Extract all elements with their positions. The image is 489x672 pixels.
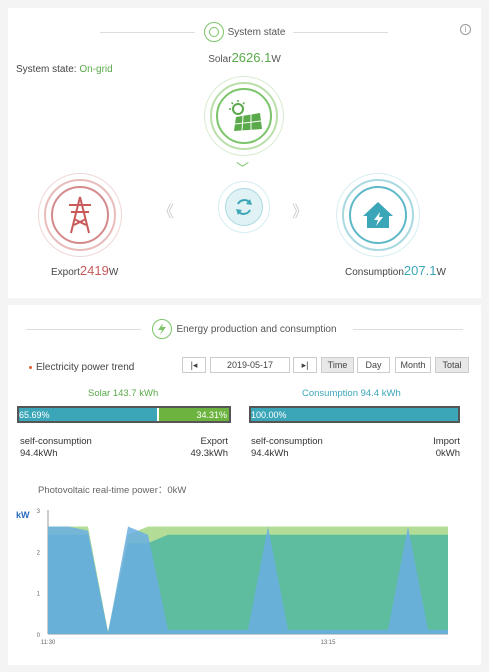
chevron-down-icon: ﹀ [236, 161, 250, 176]
solar-value: 2626.1 [231, 50, 272, 65]
solar-self-value: 94.4kWh [20, 448, 58, 459]
pv-chart-title: Photovoltaic real-time power：0kW [38, 485, 187, 496]
date-next-button[interactable]: ▸| [293, 357, 317, 373]
system-state-panel: System state i System state: On-grid Sol… [8, 8, 481, 298]
solar-total-title: Solar 143.7 kWh [88, 388, 159, 399]
solar-panel-icon [216, 88, 272, 144]
info-icon[interactable]: i [460, 24, 471, 35]
y-tick-label: 0 [37, 633, 41, 639]
consumption-value: 207.1 [403, 263, 437, 278]
state-value: On-grid [79, 64, 113, 75]
date-field[interactable]: 2019-05-17 [210, 357, 290, 373]
y-axis-label: kW [16, 510, 30, 520]
tab-month[interactable]: Month [395, 357, 431, 373]
solar-self-consumption: self-consumption 94.4kWh [20, 436, 92, 460]
cons-self-value: 94.4kWh [251, 448, 289, 459]
x-tick-label: 13:15 [320, 640, 336, 646]
system-state-header: System state [8, 22, 481, 42]
y-tick-label: 2 [37, 550, 41, 556]
divider-left [26, 329, 141, 330]
system-state-status: System state: On-grid [16, 64, 113, 75]
consumption-self-pct: 100.00% [251, 409, 287, 420]
trend-bullet [29, 366, 32, 369]
solar-node[interactable] [204, 76, 284, 156]
y-tick-label: 1 [37, 592, 41, 598]
consumption-total-title: Consumption 94.4 kWh [302, 388, 401, 399]
solar-label: Solar [208, 54, 232, 65]
state-label: System state: [16, 64, 77, 75]
tab-total[interactable]: Total [435, 357, 469, 373]
cons-import-label: Import [433, 436, 460, 447]
section-title: Energy production and consumption [176, 323, 337, 335]
cons-import: Import 0kWh [408, 436, 460, 460]
solar-self-label: self-consumption [20, 436, 92, 447]
divider-right [353, 329, 463, 330]
x-tick-label: 11:30 [41, 640, 56, 646]
solar-export-pct: 34.31% [196, 409, 227, 420]
cons-self-consumption: self-consumption 94.4kWh [251, 436, 323, 460]
energy-header: Energy production and consumption [8, 319, 481, 339]
chevron-right-icon[interactable]: 》 [292, 204, 309, 221]
system-state-icon [203, 22, 224, 42]
solar-power-label: Solar2626.1W [8, 50, 481, 65]
pv-power-chart: 0 1 2 3 11:30 13:15 [37, 509, 448, 646]
export-unit: W [108, 267, 119, 278]
cons-self-label: self-consumption [251, 436, 323, 447]
chevron-left-icon[interactable]: 《 [158, 204, 175, 221]
solar-self-pct: 65.69% [19, 409, 50, 420]
export-value: 2419 [79, 263, 109, 278]
house-icon [349, 186, 407, 244]
series-area [48, 534, 448, 634]
divider-right [293, 32, 388, 33]
export-node[interactable] [38, 173, 122, 257]
consumption-caption: Consumption207.1W [345, 263, 446, 278]
grid-exchange-node [218, 181, 270, 233]
tab-time[interactable]: Time [321, 357, 354, 373]
solar-self-segment: 65.69% [19, 408, 157, 421]
solar-export-segment: 34.31% [156, 408, 229, 421]
export-caption: Export2419W [51, 263, 118, 278]
solar-distribution-bar: 65.69% 34.31% [17, 406, 231, 423]
energy-panel: Energy production and consumption Electr… [8, 305, 481, 665]
y-tick-label: 3 [37, 509, 41, 515]
solar-export-value: 49.3kWh [190, 448, 229, 459]
tab-day[interactable]: Day [357, 357, 390, 373]
consumption-node[interactable] [336, 173, 420, 257]
series-area [48, 526, 448, 634]
power-tower-icon [51, 186, 109, 244]
cons-import-value: 0kWh [435, 448, 460, 459]
export-label: Export [51, 267, 80, 278]
solar-export-label: Export [200, 436, 228, 447]
lightning-icon [152, 319, 173, 339]
exchange-icon [225, 188, 263, 226]
solar-export: Export 49.3kWh [176, 436, 229, 460]
trend-label: Electricity power trend [36, 362, 135, 373]
consumption-self-segment: 100.00% [251, 408, 458, 421]
divider-left [100, 32, 195, 33]
section-title: System state [227, 26, 286, 38]
consumption-distribution-bar: 100.00% [249, 406, 460, 423]
consumption-unit: W [436, 267, 446, 278]
date-prev-button[interactable]: |◂ [182, 357, 206, 373]
consumption-label: Consumption [345, 267, 404, 278]
solar-unit: W [271, 54, 281, 65]
